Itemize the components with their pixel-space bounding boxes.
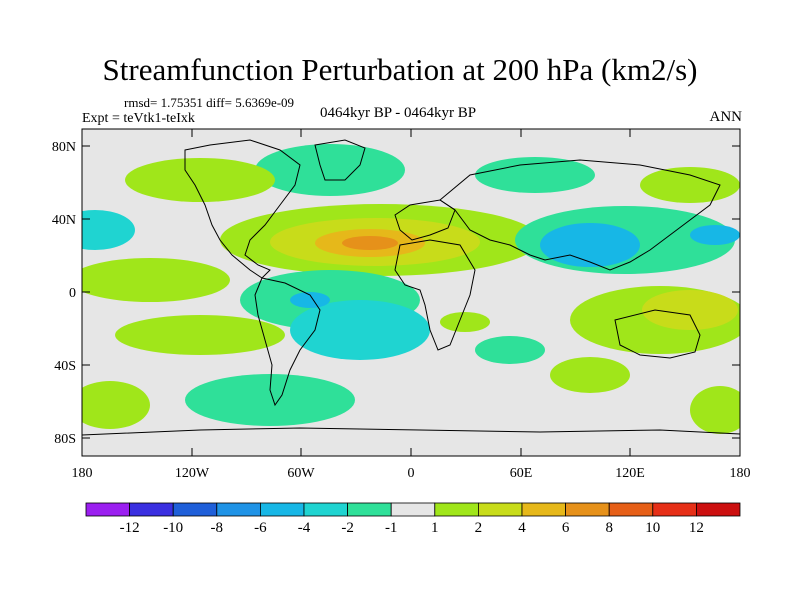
lon-label-120e: 120E [615, 466, 645, 481]
region-southern-ocean-negative [185, 374, 355, 426]
lon-label-0: 0 [408, 466, 415, 481]
colorbar-label: 4 [518, 520, 526, 536]
chart-title: Streamfunction Perturbation at 200 hPa (… [102, 52, 698, 87]
lat-ticks [82, 145, 740, 439]
coast-north-america [184, 139, 301, 279]
lat-label-40n: 40N [52, 213, 76, 228]
colorbar-label: 10 [645, 520, 660, 536]
colorbar-box [216, 502, 261, 517]
stats-text: rmsd= 1.75351 diff= 5.6369e-09 [124, 95, 295, 110]
colorbar-label: 2 [475, 520, 483, 536]
region-w-pacific-negative [82, 210, 135, 250]
colorbar-box [477, 502, 523, 517]
colorbar-label: -8 [211, 520, 224, 536]
lon-labels: 180 120W 60W 0 60E 120E 180 [72, 466, 751, 481]
colorbar-box [434, 502, 479, 517]
experiment-label: Expt = teVtk1-teIxk [82, 111, 195, 126]
colorbar-box [347, 502, 392, 517]
period-label: 0464kyr BP - 0464kyr BP [320, 105, 477, 121]
lat-label-0: 0 [69, 286, 76, 301]
lat-label-40s: 40S [54, 359, 76, 374]
colorbar-labels: -12 -10 -8 -6 -4 -2 -1 1 2 4 6 8 10 12 [120, 520, 704, 536]
coast-africa [394, 239, 476, 351]
region-n-atlantic-core [342, 236, 398, 250]
region-indian-small-positive [440, 312, 490, 332]
lon-label-60w: 60W [287, 466, 315, 481]
colorbar [85, 502, 741, 517]
region-ne-asia-positive [640, 167, 740, 203]
region-s-atlantic-cyan [290, 300, 430, 360]
colorbar-label: -12 [120, 520, 140, 536]
colorbar-box [696, 502, 741, 517]
colorbar-box [85, 502, 130, 517]
region-indo-pacific-4 [642, 290, 738, 330]
colorbar-label: -2 [341, 520, 354, 536]
lat-label-80s: 80S [54, 432, 76, 447]
colorbar-box [608, 502, 654, 517]
colorbar-label: -4 [298, 520, 311, 536]
lon-label-120w: 120W [175, 466, 210, 481]
season-label: ANN [709, 109, 743, 125]
colorbar-box [521, 502, 566, 517]
colorbar-label: -1 [385, 520, 398, 536]
colorbar-box [172, 502, 218, 517]
colorbar-label: 6 [562, 520, 570, 536]
colorbar-label: 1 [431, 520, 439, 536]
colorbar-box [259, 502, 305, 517]
region-e-pacific-positive [82, 258, 230, 302]
lon-label-180e: 180 [730, 466, 751, 481]
region-s-indian-positive [550, 357, 630, 393]
region-w-pacific-cyan [690, 225, 740, 245]
coast-greenland [314, 139, 366, 181]
region-s-indian-green [475, 336, 545, 364]
region-asia-negative [540, 223, 640, 267]
region-sw-pacific-positive [82, 381, 150, 429]
region-s-atlantic-negative [290, 292, 330, 308]
colorbar-label: -10 [163, 520, 183, 536]
lon-label-60e: 60E [510, 466, 533, 481]
coast-asia [439, 159, 721, 271]
colorbar-label: 8 [605, 520, 613, 536]
field-layer [82, 144, 740, 434]
lat-labels: 80N 40N 0 40S 80S [52, 140, 76, 447]
lat-label-80n: 80N [52, 140, 76, 155]
region-s-pacific-positive [115, 315, 285, 355]
coast-australia [614, 309, 701, 359]
colorbar-label: -6 [254, 520, 267, 536]
colorbar-box [652, 502, 697, 517]
region-n-pacific-positive [125, 158, 275, 202]
colorbar-box [303, 502, 348, 517]
coast-europe [394, 199, 456, 241]
colorbar-box [390, 502, 436, 517]
colorbar-label: 12 [689, 520, 704, 536]
lon-ticks [81, 129, 741, 456]
region-greenland-negative [255, 144, 405, 196]
coast-antarctica [82, 427, 740, 436]
region-se-pacific-positive [690, 386, 740, 434]
coast-south-america [254, 277, 321, 407]
coastlines [82, 139, 740, 436]
region-siberia-negative [475, 157, 595, 193]
lon-label-180w: 180 [72, 466, 93, 481]
colorbar-box [129, 502, 174, 517]
colorbar-box [565, 502, 610, 517]
